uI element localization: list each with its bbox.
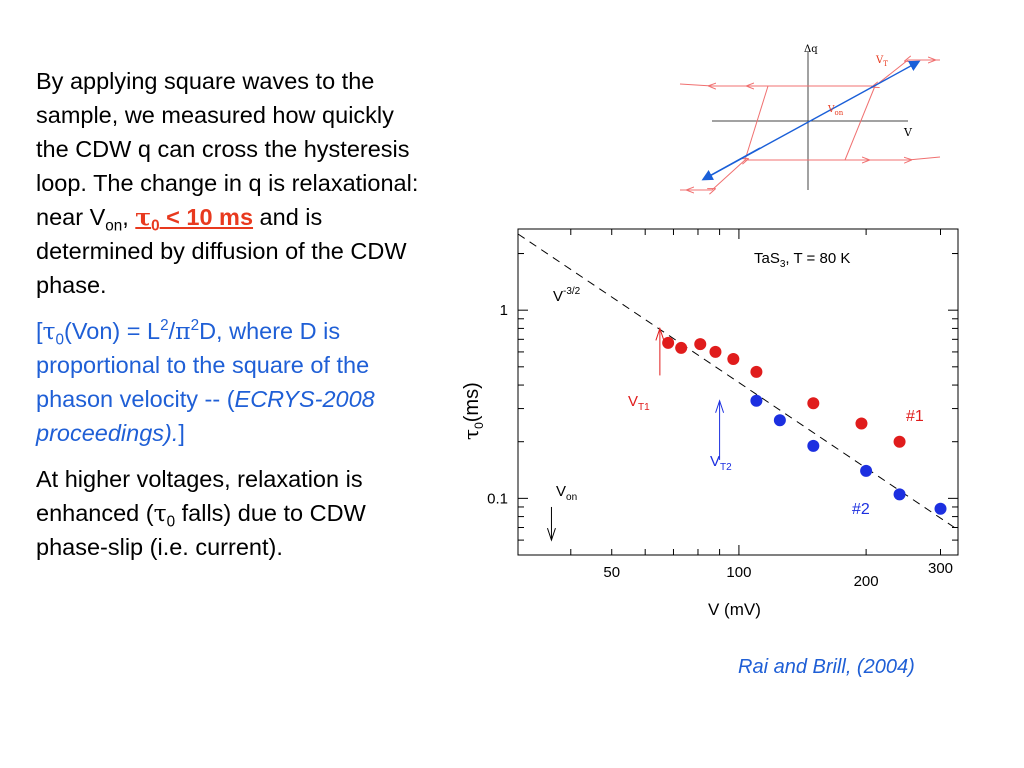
p2-sup1: 2	[160, 317, 169, 335]
von-arrowhead	[546, 527, 556, 542]
paragraph-phase-slip: At higher voltages, relaxation is enhanc…	[36, 462, 428, 564]
series-2-point	[860, 464, 873, 477]
citation: Rai and Brill, (2004)	[738, 656, 915, 678]
p1-emph: < 10 ms	[159, 204, 254, 230]
svg-text:τ0(ms): τ0(ms)	[459, 382, 486, 440]
reference-line-group	[517, 233, 959, 531]
series-1-point	[662, 336, 675, 349]
p3-tau-sub: 0	[166, 513, 176, 531]
series-1-label: #1	[906, 408, 924, 425]
loop-left-edge	[744, 85, 769, 161]
x-axis-label: V (mV)	[708, 600, 761, 619]
p2-c: /	[168, 318, 176, 344]
tau-vs-voltage-chart: 50 100 200 300 1 0.1 VT1 VT2 Von TaS3, T = 80 K…	[459, 228, 959, 619]
plot-border	[517, 228, 959, 556]
x-tick-label: 300	[928, 560, 953, 577]
p2-italic: ECRYS-2008 proceedings).	[36, 386, 375, 446]
y-axis-label: τ0(ms)	[459, 382, 486, 440]
axis-ticks: 50 100 200 300 1 0.1	[487, 229, 958, 590]
vt-label: VT	[875, 55, 888, 68]
p2-sup2: 2	[190, 317, 200, 335]
series-1-point	[675, 341, 688, 354]
series-2-point	[773, 414, 786, 427]
plot-frame	[517, 228, 959, 556]
series-2-point	[807, 439, 820, 452]
data-points	[662, 336, 947, 515]
p3-a: At higher voltages, relaxation is enhanc…	[36, 466, 363, 526]
vt2-arrowhead	[715, 399, 725, 413]
vt1-arrowhead	[655, 326, 665, 341]
p2-a: [	[36, 318, 43, 344]
series-2-point	[750, 394, 763, 407]
series-2-label: #2	[852, 501, 870, 518]
von-arrow-back	[701, 147, 761, 181]
hysteresis-diagram: Δq V VT Von	[679, 44, 941, 198]
reference-line-label: V-3/2	[553, 286, 581, 305]
x-tick-label: 50	[603, 564, 620, 581]
p2-tau-sub: 0	[55, 331, 65, 349]
p1-text-b: ,	[122, 204, 136, 230]
p2-d: D, where D is proportional to the square…	[36, 318, 370, 412]
paragraph-formula: [τ0(Von) = L2/π2D, where D is proportion…	[36, 314, 428, 450]
series-1-point	[694, 338, 707, 351]
p1-tau-sub: 0	[151, 217, 160, 235]
series-1-point	[709, 345, 722, 358]
vt1-label: VT1	[628, 393, 650, 413]
y-tick-label: 0.1	[487, 490, 508, 507]
von-label: Von	[556, 483, 577, 503]
p2-tau: τ	[42, 317, 56, 345]
v-minus-three-halves-line	[517, 233, 959, 531]
series-1-point	[893, 435, 906, 448]
p1-von-sub: on	[105, 217, 123, 235]
von-label: Von	[827, 105, 844, 117]
series-2-point	[934, 502, 947, 515]
p1-text-c: and is determined by diffusion of the CD…	[36, 204, 407, 298]
p2-b: (Von) = L	[64, 318, 161, 344]
x-tick-label: 200	[854, 573, 879, 590]
p2-e: ]	[178, 420, 185, 446]
annotations: VT1 VT2 Von	[546, 326, 732, 542]
loop-right-edge	[844, 85, 876, 161]
y-tick-label: 1	[500, 302, 508, 319]
series-1-point	[727, 353, 740, 366]
p1-tau: τ	[135, 203, 152, 231]
tau-emphasis: τ0 < 10 ms	[135, 203, 254, 234]
p3-b: falls) due to CDW phase-slip (i.e. curre…	[36, 500, 366, 560]
x-tick-label: 100	[726, 564, 751, 581]
chart-title: TaS3, T = 80 K	[754, 250, 850, 270]
p1-text-a: By applying square waves to the sample, …	[36, 68, 419, 230]
dq-label: Δq	[804, 44, 818, 55]
series-1-point	[855, 417, 868, 430]
loop-lower-branch	[680, 156, 941, 190]
p3-tau: τ	[153, 499, 167, 527]
series-1-point	[807, 397, 820, 410]
loop-upper-branch	[679, 60, 940, 86]
description-text: By applying square waves to the sample, …	[36, 64, 428, 576]
vt2-label: VT2	[710, 453, 732, 473]
v-label: V	[903, 126, 913, 139]
series-1-point	[750, 365, 763, 378]
paragraph-relaxation: By applying square waves to the sample, …	[36, 64, 428, 302]
p2-pi: π	[175, 317, 191, 345]
series-2-point	[893, 488, 906, 501]
